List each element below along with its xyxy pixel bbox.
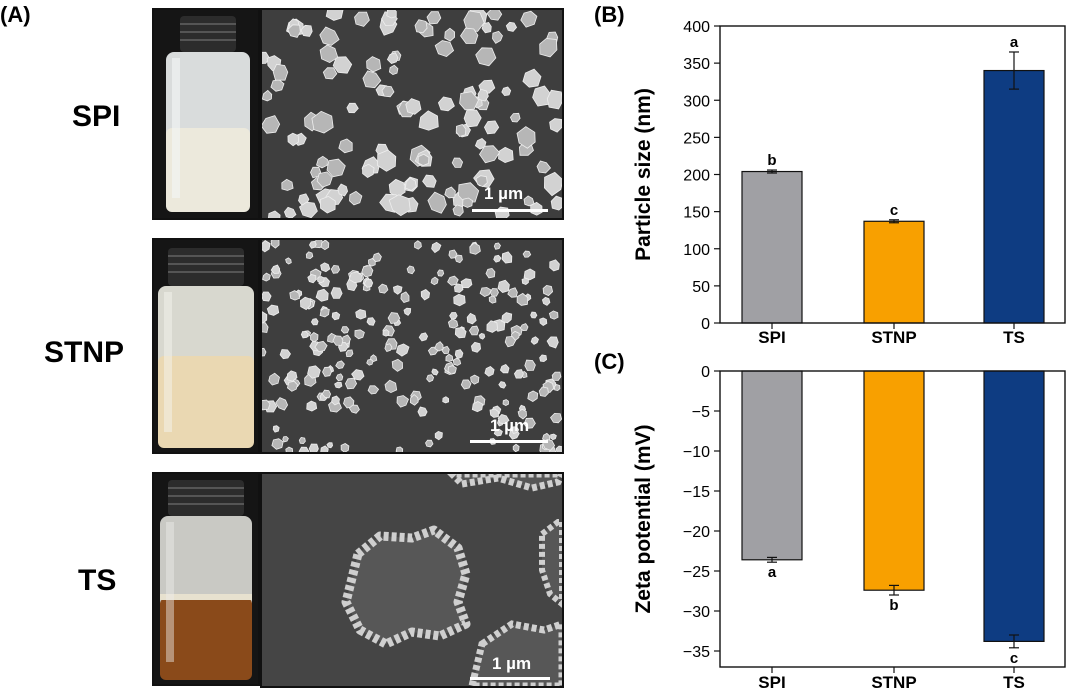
scalebar-spi: [472, 209, 548, 212]
y-tick-label: 200: [683, 168, 710, 185]
x-tick-label: SPI: [758, 673, 785, 692]
panel-a-label: (A): [0, 2, 31, 27]
vial-stnp-graphic: [158, 248, 254, 448]
vial-liquid: [158, 356, 254, 448]
vial-spi-graphic: [166, 16, 250, 212]
y-axis-label: Particle size (nm): [632, 88, 655, 261]
sem-image-spi: 1 µm: [260, 8, 564, 220]
sample-label-stnp: STNP: [44, 336, 125, 369]
sample-label-ts: TS: [78, 564, 117, 597]
significance-letter: a: [768, 564, 777, 581]
x-tick-label: TS: [1003, 673, 1025, 692]
y-tick-label: −15: [683, 484, 710, 501]
chart-b: b c a 0 50 100 150 200 250 300 350 400 SPI STNP TS Part…: [632, 19, 1066, 347]
vial-photo-ts: [152, 472, 260, 686]
y-tick-label: −30: [683, 604, 710, 621]
significance-letter: c: [1010, 650, 1018, 667]
y-tick-label: 400: [683, 19, 710, 36]
scalebar-label-spi: 1 µm: [484, 184, 524, 203]
y-tick-label: 50: [692, 279, 710, 296]
x-tick-label: STNP: [871, 328, 916, 347]
y-tick-label: 300: [683, 93, 710, 110]
sem-particles-stnp: [262, 240, 562, 452]
scalebar-stnp: [470, 440, 548, 443]
significance-letter: b: [767, 152, 776, 169]
panel-c-label: (C): [594, 349, 625, 374]
bar-stnp: [863, 220, 925, 324]
y-tick-label: 350: [683, 56, 710, 73]
significance-letter: c: [890, 202, 898, 219]
sem-particles-spi: [262, 10, 562, 218]
sem-image-stnp: 1 µm: [260, 238, 564, 454]
x-tick-label: TS: [1003, 328, 1025, 347]
scalebar-label-stnp: 1 µm: [490, 416, 530, 435]
y-tick-label: 250: [683, 130, 710, 147]
vial-photo-spi: [152, 8, 260, 220]
bar-stnp: [863, 370, 925, 591]
bar-ts: [983, 69, 1045, 324]
bar-ts: [983, 370, 1045, 642]
y-tick-label: −10: [683, 444, 710, 461]
bar-spi: [741, 170, 803, 324]
bar-spi: [741, 370, 803, 561]
x-tick-label: STNP: [871, 673, 916, 692]
vial-liquid: [166, 128, 250, 212]
panel-b-label: (B): [594, 2, 625, 27]
sem-particles-ts: [262, 474, 562, 686]
y-tick-label: 150: [683, 205, 710, 222]
scalebar-ts: [470, 677, 550, 680]
vial-photo-stnp: [152, 238, 260, 454]
y-tick-label: −5: [692, 404, 710, 421]
plot-frame: [719, 370, 1066, 668]
significance-letter: a: [1010, 34, 1019, 51]
y-tick-label: −20: [683, 524, 710, 541]
x-tick-label: SPI: [758, 328, 785, 347]
y-tick-label: −35: [683, 644, 710, 661]
y-tick-label: 100: [683, 242, 710, 259]
scalebar-label-ts: 1 µm: [492, 654, 532, 673]
y-axis-label: Zeta potential (mV): [632, 424, 655, 613]
y-tick-label: 0: [701, 364, 710, 381]
chart-c: a b c 0 −5 −10 −15 −20 −25 −30 −35 SPI STNP TS Zeta po…: [632, 364, 1066, 692]
sem-image-ts: 1 µm: [260, 472, 564, 688]
vial-ts-graphic: [160, 480, 252, 680]
vial-liquid: [160, 598, 252, 680]
sample-label-spi: SPI: [72, 100, 121, 133]
y-tick-label: 0: [701, 316, 710, 333]
significance-letter: b: [889, 597, 898, 614]
y-tick-label: −25: [683, 564, 710, 581]
